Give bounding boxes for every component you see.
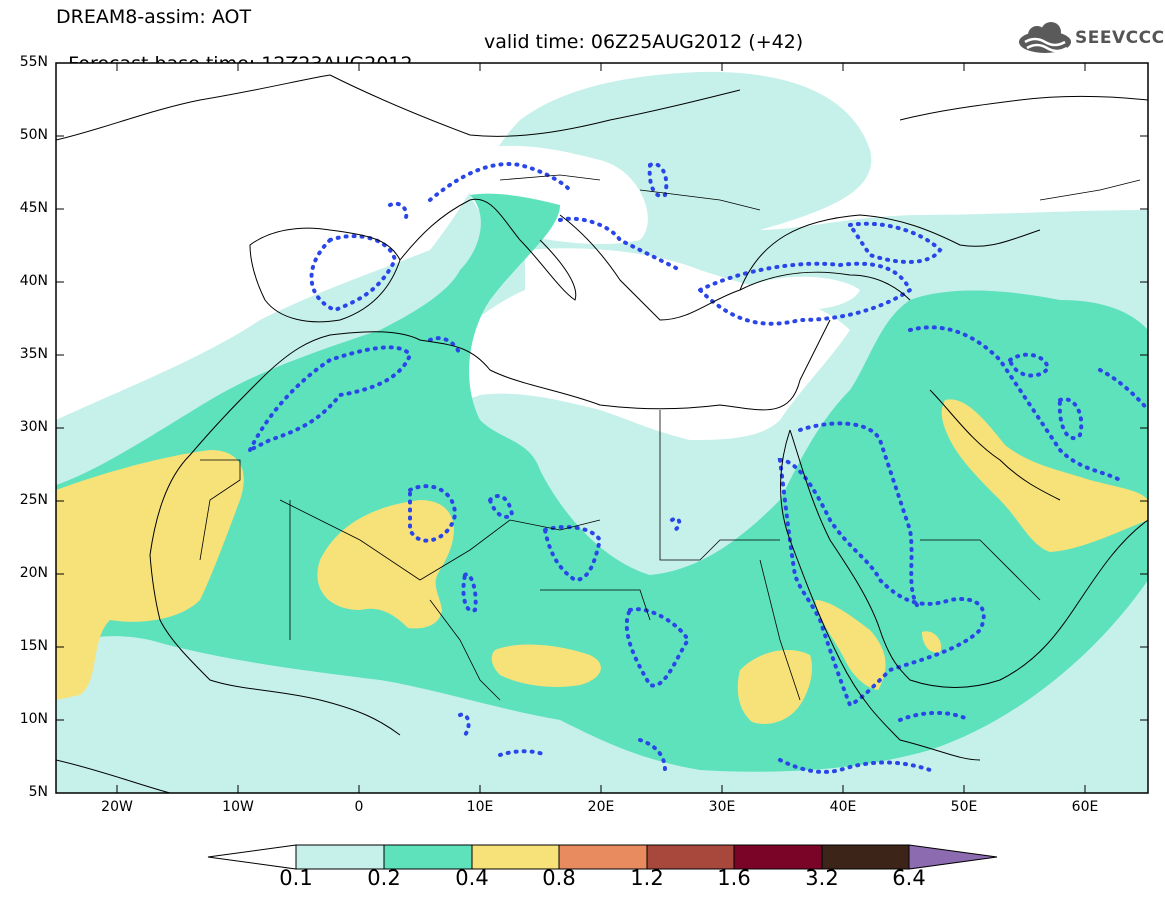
lon-label: 50E [950,799,978,815]
lon-label: 40E [829,799,857,815]
aot-patch-red-sea [815,600,886,690]
valid-time: valid time: 06Z25AUG2012 (+42) [484,31,804,53]
lat-label: 10N [19,711,48,727]
lon-label: 0 [354,799,364,815]
lon-label: 20W [101,799,133,815]
legend-label: 0.2 [367,866,401,890]
legend-label: 1.2 [630,866,664,890]
coastlines [56,74,1148,793]
lat-label: 15N [19,638,48,654]
legend-arrow-high [908,844,998,870]
legend-swatch-0.8 [558,844,648,870]
legend-label: 0.4 [455,866,489,890]
lat-label: 50N [19,127,48,143]
lon-label: 20E [587,799,615,815]
legend-label: 0.8 [542,866,576,890]
lat-label: 25N [19,492,48,508]
axis-ticks [56,62,1148,793]
lat-label: 35N [19,346,48,362]
cloud-icon [1019,22,1071,53]
aot-patch-sudan [737,650,812,725]
lon-label: 60E [1071,799,1099,815]
lon-label: 30E [708,799,736,815]
aot-patch-chad [491,644,601,687]
legend-label: 3.2 [805,866,839,890]
aot-patch-yemen [922,631,942,653]
color-legend [207,844,998,870]
seevccc-logo: SEEVCCC [1017,22,1164,58]
legend-swatch-0.2 [383,844,473,870]
aot-patch-algeria-niger [317,500,454,629]
clean-air-patch [740,276,860,310]
lon-label: 10E [466,799,494,815]
logo-wordmark: SEEVCCC [1075,28,1165,48]
lat-label: 40N [19,273,48,289]
legend-swatch-3.2 [821,844,910,870]
legend-label: 0.1 [279,866,313,890]
legend-swatch-0.1 [295,844,385,870]
lat-label: 45N [19,200,48,216]
lat-label: 20N [19,565,48,581]
lat-label: 30N [19,419,48,435]
dotted-contours [245,162,1148,774]
legend-swatch-1.6 [733,844,823,870]
aot-patch-gulf [941,399,1148,552]
lon-label: 10W [222,799,254,815]
map-title: DREAM8-assim: AOT [56,6,252,28]
lat-label: 5N [28,784,48,800]
legend-label: 1.6 [717,866,751,890]
country-borders [199,174,1141,701]
aot-band-0.2 [56,193,1148,772]
aot-fields [56,63,1148,793]
lat-label: 55N [19,54,48,70]
legend-label: 6.4 [892,866,926,890]
legend-swatch-1.2 [646,844,735,870]
aot-patch-western-sahara [56,450,244,700]
clean-air-region [427,248,850,440]
